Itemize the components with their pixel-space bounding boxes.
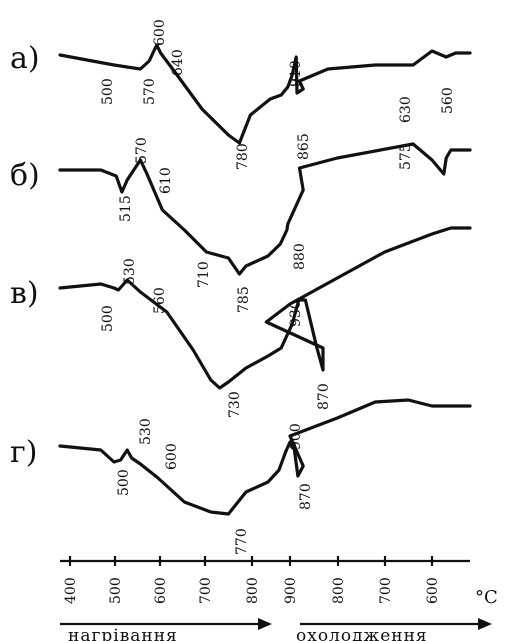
peak-label: 500 (100, 78, 116, 105)
peak-label: 880 (292, 243, 308, 270)
curve-v (58, 226, 472, 390)
peak-label: 640 (170, 49, 186, 76)
panel-label-a: а) (10, 41, 40, 76)
panel-label-b: б) (10, 158, 40, 193)
peak-label: 515 (118, 195, 134, 222)
peak-label: 865 (296, 133, 312, 160)
axis-tick-label: 400 (63, 577, 79, 604)
axis-tick-label: 800 (331, 577, 347, 604)
peak-label: 630 (398, 96, 414, 123)
axis-unit: °C (475, 587, 498, 608)
peak-label: 500 (100, 305, 116, 332)
axis-tick-label: 500 (108, 577, 124, 604)
peak-label: 530 (138, 418, 154, 445)
peak-label: 785 (236, 286, 252, 313)
heating-arrow-head (258, 618, 272, 630)
panel-label-v: в) (10, 276, 39, 311)
peak-label: 600 (164, 443, 180, 470)
peak-label: 600 (152, 19, 168, 46)
heating-label: нагрівання (68, 626, 178, 641)
peak-label: 530 (122, 258, 138, 285)
axis-tick-label: 800 (245, 577, 261, 604)
axis-ticks: 400 500 600 700 800 900 800 700 600 (63, 556, 441, 604)
peak-label: 930 (288, 300, 304, 327)
peak-label: 870 (316, 383, 332, 410)
peak-label: 910 (288, 60, 304, 87)
peak-label: 770 (234, 528, 250, 555)
axis-tick-label: 700 (378, 577, 394, 604)
panel-label-g: г) (10, 435, 37, 470)
peak-label: 780 (235, 143, 251, 170)
cooling-arrow-head (478, 618, 492, 630)
peak-label: 570 (142, 78, 158, 105)
axis-tick-label: 900 (283, 577, 299, 604)
axis-tick-label: 700 (198, 577, 214, 604)
peak-label: 560 (152, 287, 168, 314)
curve-b (58, 142, 472, 276)
cooling-label: охолодження (296, 626, 428, 641)
peak-label: 610 (158, 167, 174, 194)
peak-label: 570 (134, 137, 150, 164)
curve-a (58, 43, 472, 145)
peak-label: 500 (116, 469, 132, 496)
peak-label: 900 (288, 423, 304, 450)
axis-tick-label: 600 (153, 577, 169, 604)
peak-label: 560 (440, 87, 456, 114)
axis-tick-label: 600 (425, 577, 441, 604)
curve-g (58, 398, 472, 516)
peak-label: 730 (227, 391, 243, 418)
peak-label: 710 (196, 261, 212, 288)
peak-label: 870 (298, 483, 314, 510)
peak-label: 575 (398, 143, 414, 170)
